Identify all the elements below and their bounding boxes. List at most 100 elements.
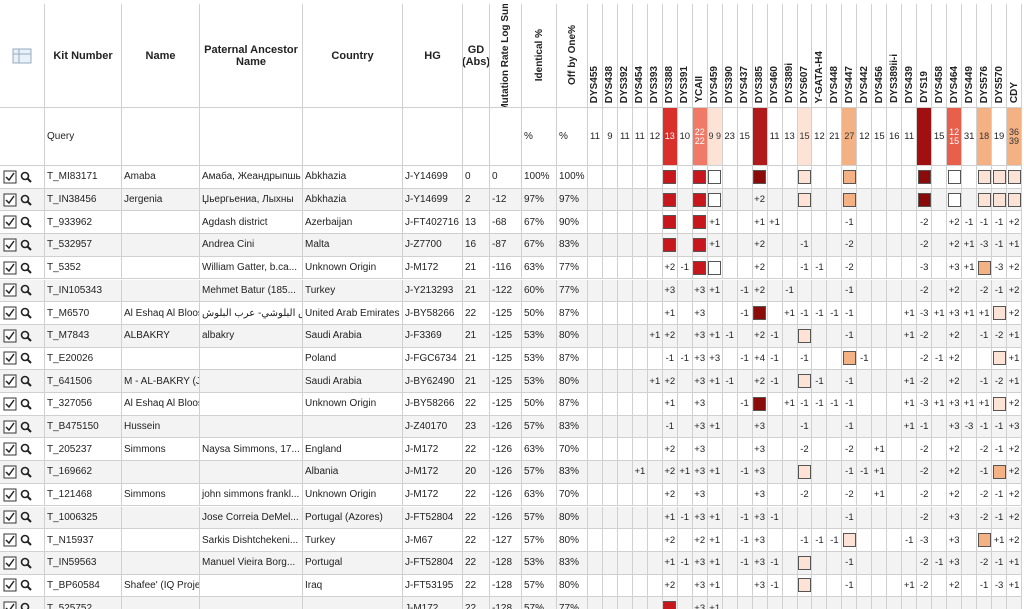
marker-cell: +3 bbox=[752, 574, 768, 598]
cell-text: 80% bbox=[559, 511, 580, 523]
header-text: DYS454 bbox=[634, 65, 646, 103]
cell-text: 83% bbox=[559, 239, 580, 251]
marker-value: +2 bbox=[694, 534, 706, 546]
marker-value: +1 bbox=[963, 239, 975, 251]
marker-value: -2 bbox=[919, 489, 929, 501]
marker-cell: +2 bbox=[752, 256, 768, 280]
row-icons[interactable] bbox=[2, 373, 42, 389]
cell-text: 13 bbox=[465, 216, 477, 228]
marker-value: -1 bbox=[680, 352, 689, 364]
marker-cell bbox=[827, 551, 843, 575]
marker-cell: 22 22 bbox=[692, 108, 708, 166]
row-icons[interactable] bbox=[2, 577, 42, 593]
marker-cell bbox=[707, 302, 723, 325]
cell-text: 57% bbox=[524, 421, 545, 433]
row-icons[interactable] bbox=[2, 214, 42, 230]
marker-cell: -1 bbox=[797, 302, 813, 325]
cell-text: J-Z40170 bbox=[405, 421, 448, 433]
query-cell bbox=[463, 108, 490, 166]
header-text: GD (Abs) bbox=[463, 43, 490, 68]
marker-cell bbox=[962, 438, 978, 462]
row-icons[interactable] bbox=[2, 419, 42, 435]
marker-cell: -1 bbox=[992, 438, 1008, 462]
cell-text: 70% bbox=[559, 489, 580, 501]
marker-cell bbox=[932, 370, 948, 393]
marker-cell: -2 bbox=[917, 347, 933, 371]
marker-cell: +1 bbox=[707, 529, 723, 552]
marker-cell bbox=[887, 234, 903, 257]
marker-box bbox=[693, 237, 707, 252]
row-icons[interactable] bbox=[2, 282, 42, 298]
row-icons[interactable] bbox=[2, 350, 42, 366]
marker-cell bbox=[782, 529, 798, 552]
marker-cell: -1 bbox=[737, 506, 753, 530]
marker-cell: -3 bbox=[917, 302, 933, 325]
marker-cell: -2 bbox=[992, 324, 1008, 348]
row-ident: 60% bbox=[522, 279, 557, 303]
marker-cell: +1 bbox=[932, 393, 948, 416]
marker-cell: +1 bbox=[782, 302, 798, 325]
marker-cell bbox=[962, 279, 978, 303]
row-icons[interactable] bbox=[2, 237, 42, 253]
marker-cell bbox=[617, 529, 633, 552]
marker-cell bbox=[977, 347, 993, 371]
row-icons[interactable] bbox=[2, 487, 42, 503]
marker-cell: 11 bbox=[617, 108, 633, 166]
row-icons[interactable] bbox=[2, 509, 42, 525]
row-icons[interactable] bbox=[2, 600, 42, 609]
row-icons[interactable] bbox=[2, 305, 42, 321]
marker-cell bbox=[992, 347, 1008, 371]
row-icons[interactable] bbox=[2, 192, 42, 208]
row-icons[interactable] bbox=[2, 169, 42, 185]
row-name: Hussein bbox=[122, 415, 200, 439]
marker-cell bbox=[992, 597, 1008, 609]
marker-cell bbox=[812, 574, 828, 598]
marker-cell bbox=[812, 483, 828, 507]
marker-cell bbox=[932, 506, 948, 530]
marker-value: +1 bbox=[1008, 375, 1020, 387]
row-ancestor: Manuel Vieira Borg... bbox=[200, 551, 303, 575]
marker-cell: +3 bbox=[692, 370, 708, 393]
marker-cell bbox=[887, 415, 903, 439]
marker-cell: +2 bbox=[947, 234, 963, 257]
row-mut: -126 bbox=[490, 438, 522, 462]
row-icons[interactable] bbox=[2, 464, 42, 480]
row-icons[interactable] bbox=[2, 532, 42, 548]
row-icons[interactable] bbox=[2, 441, 42, 457]
cell-text: J-Z7700 bbox=[405, 239, 442, 251]
marker-cell: +1 bbox=[962, 256, 978, 280]
column-header: Paternal Ancestor Name bbox=[200, 4, 303, 108]
marker-cell bbox=[737, 597, 753, 609]
row-gd: 21 bbox=[463, 256, 490, 280]
marker-cell: +2 bbox=[947, 370, 963, 393]
row-icons[interactable] bbox=[2, 260, 42, 276]
marker-value: +1 bbox=[709, 421, 721, 433]
row-kit: T_IN59563 bbox=[45, 551, 122, 575]
marker-value: +3 bbox=[694, 307, 706, 319]
marker-cell bbox=[617, 438, 633, 462]
row-icons[interactable] bbox=[2, 396, 42, 412]
marker-cell: +1 bbox=[707, 461, 723, 484]
cell-text: T_M6570 bbox=[47, 307, 90, 319]
row-actions bbox=[0, 302, 45, 325]
marker-cell: -1 bbox=[827, 529, 843, 552]
marker-cell bbox=[588, 279, 603, 303]
marker-cell: +3 bbox=[752, 529, 768, 552]
row-icons[interactable] bbox=[2, 328, 42, 344]
header-text: DYS442 bbox=[858, 65, 870, 103]
row-icons[interactable] bbox=[2, 555, 42, 571]
marker-cell bbox=[737, 370, 753, 393]
marker-cell bbox=[602, 393, 618, 416]
marker-value: +2 bbox=[948, 216, 960, 228]
marker-header: DYS388 bbox=[662, 4, 678, 108]
marker-value: -1 bbox=[800, 352, 809, 364]
row-off: 83% bbox=[557, 234, 588, 257]
marker-value: -1 bbox=[800, 534, 809, 546]
cell-text: 80% bbox=[559, 375, 580, 387]
marker-cell bbox=[872, 415, 888, 439]
marker-value: +1 bbox=[903, 398, 915, 410]
cell-text: Albania bbox=[305, 466, 339, 478]
header-text: Paternal Ancestor Name bbox=[204, 43, 298, 68]
marker-cell: -2 bbox=[917, 461, 933, 484]
marker-value: 15 bbox=[933, 131, 945, 142]
